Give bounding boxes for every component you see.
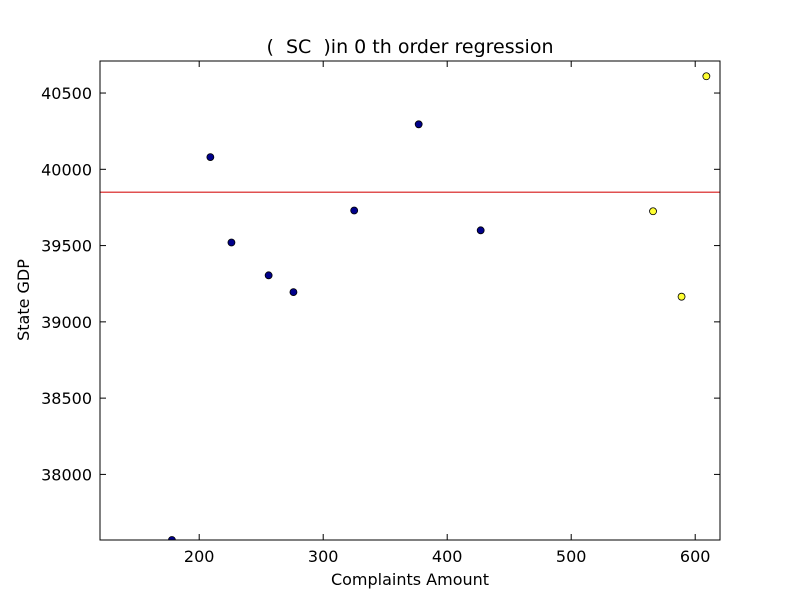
x-tick-label: 300 [308, 547, 339, 566]
data-point [227, 238, 236, 247]
x-tick-label: 600 [680, 547, 711, 566]
data-point [476, 226, 485, 235]
y-axis-label: State GDP [14, 259, 33, 341]
plot-area [100, 61, 720, 540]
y-tick-label: 39000 [41, 313, 92, 332]
y-tick-label: 40000 [41, 160, 92, 179]
data-point [264, 271, 273, 280]
y-tick-label: 38000 [41, 465, 92, 484]
data-point [168, 536, 176, 540]
y-tick-label: 40500 [41, 84, 92, 103]
x-tick-label: 400 [432, 547, 463, 566]
data-point [677, 292, 686, 301]
y-tick-label: 38500 [41, 389, 92, 408]
data-point [350, 206, 359, 215]
data-point [414, 120, 423, 129]
data-point [206, 153, 215, 162]
plot-frame [99, 60, 721, 541]
x-tick-label: 200 [184, 547, 215, 566]
data-point [702, 72, 711, 81]
x-tick-label: 500 [556, 547, 587, 566]
x-axis-label: Complaints Amount [331, 570, 489, 589]
chart-title: ( SC )in 0 th order regression [266, 36, 553, 58]
data-point [289, 288, 298, 297]
data-point [649, 207, 657, 216]
y-tick-label: 39500 [41, 237, 92, 256]
